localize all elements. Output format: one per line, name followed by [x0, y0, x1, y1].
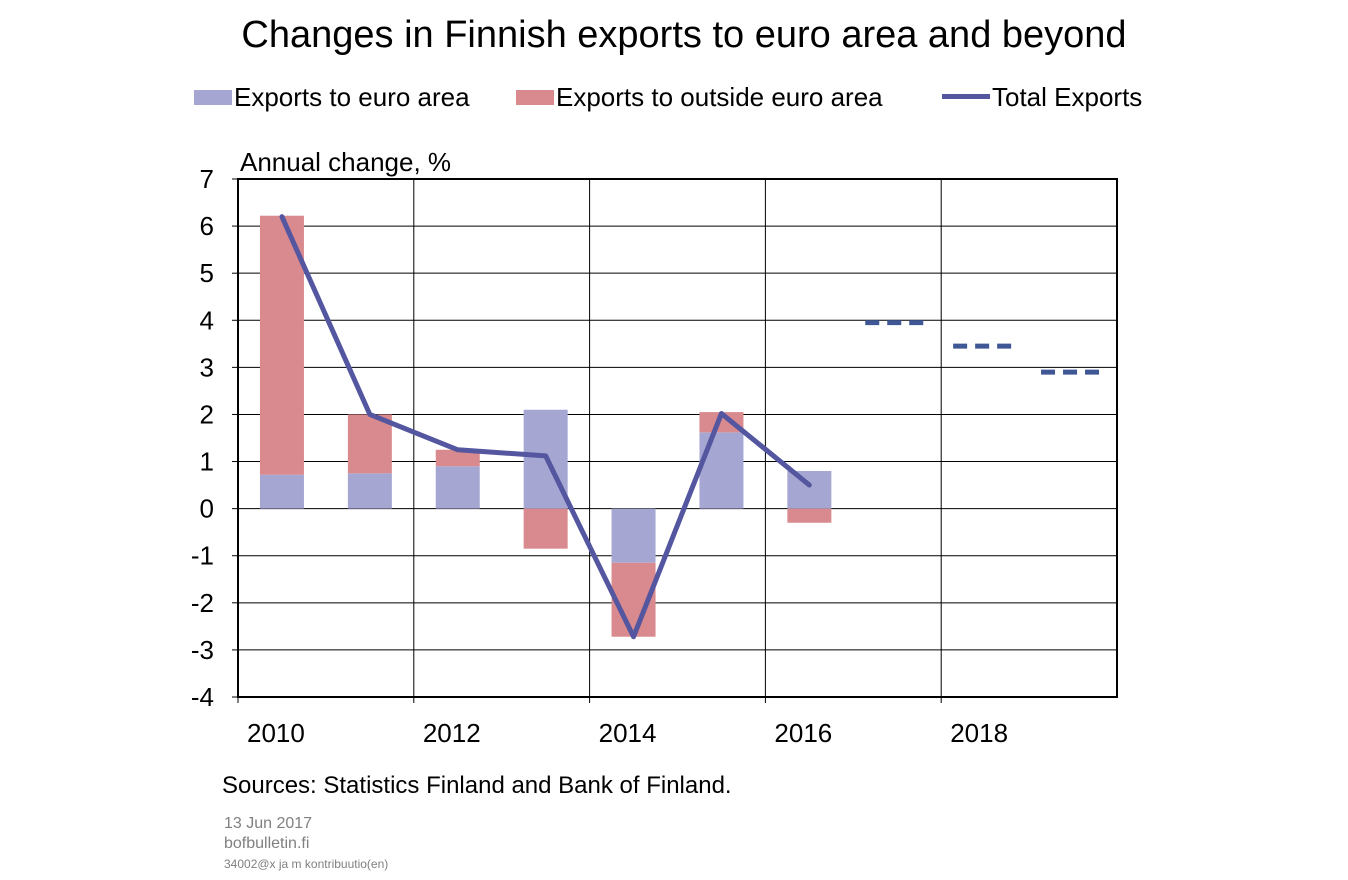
legend-swatch-outside	[516, 90, 554, 105]
footer-site: bofbulletin.fi	[224, 835, 310, 852]
legend-label-outside: Exports to outside euro area	[556, 82, 883, 112]
y-tick-label: 1	[200, 447, 214, 477]
footer-date: 13 Jun 2017	[224, 815, 313, 832]
bar-outside-euro-area	[435, 449, 480, 467]
y-tick-label: 3	[200, 352, 214, 382]
y-tick-label: 5	[200, 258, 214, 288]
bar-outside-euro-area	[699, 412, 744, 433]
y-tick-label: -2	[191, 588, 214, 618]
bar-euro-area	[611, 508, 656, 563]
total-exports-line	[279, 214, 812, 640]
x-tick-label: 2012	[423, 718, 481, 748]
chart-title: Changes in Finnish exports to euro area …	[241, 14, 1127, 56]
plot-frame	[237, 178, 1118, 698]
total-line	[279, 214, 812, 640]
legend-label-euro: Exports to euro area	[234, 82, 470, 112]
x-tick-label: 2010	[247, 718, 305, 748]
y-tick-label: 7	[200, 164, 214, 194]
bar-outside-euro-area	[259, 215, 304, 475]
bar-euro-area	[435, 466, 480, 509]
legend-line-total	[942, 94, 990, 99]
bar-euro-area	[259, 474, 304, 509]
y-tick-label: 0	[200, 494, 214, 524]
y-tick-label: 2	[200, 399, 214, 429]
bar-outside-euro-area	[347, 414, 392, 474]
footer-code: 34002@x ja m kontribuutio(en)	[224, 857, 389, 871]
bar-euro-area	[787, 470, 832, 509]
bar-euro-area	[347, 473, 392, 509]
x-tick-label: 2018	[950, 718, 1008, 748]
y-axis-label: Annual change, %	[240, 147, 451, 177]
x-tick-label: 2016	[774, 718, 832, 748]
x-axis-ticks: 2010 2012 2014 2016 2018	[237, 697, 1008, 748]
y-tick-label: -3	[191, 635, 214, 665]
y-tick-label: -1	[191, 541, 214, 571]
bar-outside-euro-area	[523, 508, 568, 549]
forecast-markers	[865, 320, 1106, 375]
y-tick-label: 4	[200, 305, 214, 335]
legend-swatch-euro	[194, 90, 232, 105]
bar-outside-euro-area	[787, 508, 832, 523]
source-note: Sources: Statistics Finland and Bank of …	[222, 772, 732, 799]
y-tick-label: 6	[200, 211, 214, 241]
bars	[259, 215, 832, 637]
legend-label-total: Total Exports	[992, 82, 1143, 112]
y-tick-label: -4	[191, 682, 214, 712]
x-tick-label: 2014	[599, 718, 657, 748]
y-axis-ticks: 7 6 5 4 3 2 1 0 -1 -2 -3 -4	[191, 164, 238, 712]
bar-euro-area	[699, 432, 744, 509]
footer: 13 Jun 2017 bofbulletin.fi 34002@x ja m …	[224, 814, 388, 874]
